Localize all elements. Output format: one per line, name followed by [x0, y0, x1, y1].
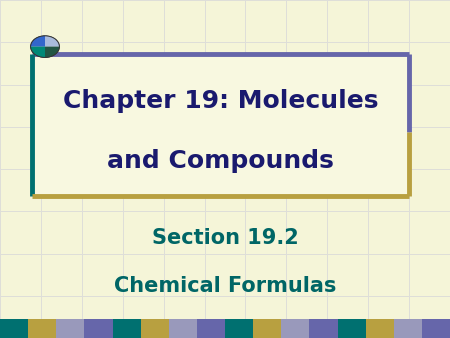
- Bar: [112, 319, 140, 338]
- Bar: [394, 319, 422, 338]
- Wedge shape: [45, 36, 59, 47]
- Bar: [310, 319, 338, 338]
- Bar: [253, 319, 281, 338]
- Bar: [140, 319, 169, 338]
- Bar: [225, 319, 253, 338]
- Bar: [281, 319, 310, 338]
- Bar: [32, 54, 410, 196]
- Bar: [28, 319, 56, 338]
- Text: and Compounds: and Compounds: [107, 148, 334, 173]
- Bar: [56, 319, 85, 338]
- Bar: [422, 319, 450, 338]
- Text: Chemical Formulas: Chemical Formulas: [114, 275, 336, 296]
- Bar: [169, 319, 197, 338]
- Text: Chapter 19: Molecules: Chapter 19: Molecules: [63, 89, 378, 113]
- Wedge shape: [31, 36, 45, 47]
- Circle shape: [31, 36, 59, 57]
- Bar: [85, 319, 112, 338]
- Wedge shape: [45, 47, 59, 57]
- Bar: [0, 319, 28, 338]
- Text: Section 19.2: Section 19.2: [152, 228, 298, 248]
- Bar: [197, 319, 225, 338]
- Wedge shape: [31, 47, 45, 57]
- Bar: [338, 319, 365, 338]
- Bar: [365, 319, 394, 338]
